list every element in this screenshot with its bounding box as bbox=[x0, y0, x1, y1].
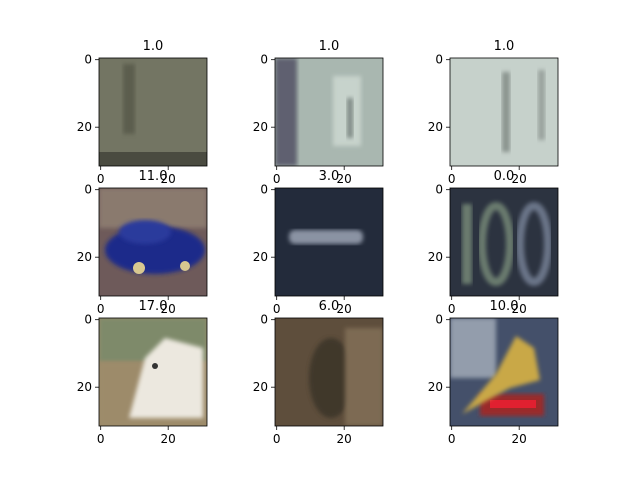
image-panel-6: 0.0 0 20 0 20 bbox=[428, 169, 559, 316]
y-tick-label: 20 bbox=[428, 380, 443, 394]
x-tick-label: 20 bbox=[161, 432, 176, 446]
panel-title: 6.0 bbox=[319, 299, 340, 314]
axes-frame bbox=[274, 57, 384, 167]
x-tick-label: 0 bbox=[97, 302, 105, 316]
panel-image bbox=[450, 318, 558, 426]
y-tick-label: 20 bbox=[77, 250, 92, 264]
image-panel-7: 17.0 0 20 0 20 bbox=[77, 299, 208, 446]
y-tick-label: 20 bbox=[253, 380, 268, 394]
image-panel-2: 1.0 0 20 0 20 bbox=[253, 39, 384, 186]
image-panel-4: 11.0 0 20 0 20 bbox=[77, 169, 208, 316]
x-tick-label: 20 bbox=[512, 302, 527, 316]
y-tick-label: 20 bbox=[428, 250, 443, 264]
y-tick-label: 0 bbox=[435, 313, 443, 327]
panel-title: 3.0 bbox=[319, 169, 340, 184]
panel-title: 0.0 bbox=[494, 169, 515, 184]
axes-frame bbox=[274, 187, 384, 297]
y-tick-label: 20 bbox=[77, 380, 92, 394]
panel-image bbox=[275, 188, 383, 296]
axes-frame bbox=[98, 57, 208, 167]
x-tick-label: 0 bbox=[97, 172, 105, 186]
y-tick-label: 20 bbox=[77, 120, 92, 134]
panel-title: 10.0 bbox=[490, 299, 519, 314]
axes-frame bbox=[98, 317, 208, 427]
panel-image bbox=[450, 188, 558, 296]
panel-title: 17.0 bbox=[139, 299, 168, 314]
panel-title: 1.0 bbox=[494, 39, 515, 54]
panel-title: 11.0 bbox=[139, 169, 168, 184]
image-panel-8: 6.0 0 20 0 20 bbox=[253, 299, 384, 446]
panel-title: 1.0 bbox=[143, 39, 164, 54]
x-tick-label: 20 bbox=[337, 302, 352, 316]
x-tick-label: 0 bbox=[273, 172, 281, 186]
panel-image bbox=[275, 58, 383, 166]
x-tick-label: 0 bbox=[97, 432, 105, 446]
x-tick-label: 20 bbox=[337, 172, 352, 186]
image-panel-5: 3.0 0 20 0 20 bbox=[253, 169, 384, 316]
image-panel-9: 10.0 0 20 0 20 bbox=[428, 299, 559, 446]
y-tick-label: 0 bbox=[260, 313, 268, 327]
axes-frame bbox=[98, 187, 208, 297]
x-tick-label: 0 bbox=[273, 302, 281, 316]
axes-frame bbox=[274, 317, 384, 427]
x-tick-label: 20 bbox=[512, 432, 527, 446]
x-tick-label: 20 bbox=[161, 172, 176, 186]
panel-image bbox=[450, 58, 558, 166]
panel-image bbox=[275, 318, 383, 426]
panel-image bbox=[99, 318, 207, 426]
x-tick-label: 0 bbox=[273, 432, 281, 446]
image-panel-1: 1.0 0 20 0 20 bbox=[77, 39, 208, 186]
x-tick-label: 0 bbox=[448, 432, 456, 446]
panel-title: 1.0 bbox=[319, 39, 340, 54]
y-tick-label: 20 bbox=[253, 120, 268, 134]
y-tick-label: 0 bbox=[260, 53, 268, 67]
panel-image bbox=[99, 188, 207, 296]
y-tick-label: 0 bbox=[435, 183, 443, 197]
y-tick-label: 20 bbox=[253, 250, 268, 264]
y-tick-label: 20 bbox=[428, 120, 443, 134]
x-tick-label: 0 bbox=[448, 172, 456, 186]
axes-frame bbox=[449, 57, 559, 167]
y-tick-label: 0 bbox=[260, 183, 268, 197]
y-tick-label: 0 bbox=[84, 313, 92, 327]
x-tick-label: 20 bbox=[337, 432, 352, 446]
axes-frame bbox=[449, 187, 559, 297]
y-tick-label: 0 bbox=[84, 53, 92, 67]
x-tick-label: 20 bbox=[161, 302, 176, 316]
x-tick-label: 20 bbox=[512, 172, 527, 186]
y-tick-label: 0 bbox=[435, 53, 443, 67]
x-tick-label: 0 bbox=[448, 302, 456, 316]
y-tick-label: 0 bbox=[84, 183, 92, 197]
panel-image bbox=[99, 58, 207, 166]
image-panel-3: 1.0 0 20 0 20 bbox=[428, 39, 559, 186]
axes-frame bbox=[449, 317, 559, 427]
